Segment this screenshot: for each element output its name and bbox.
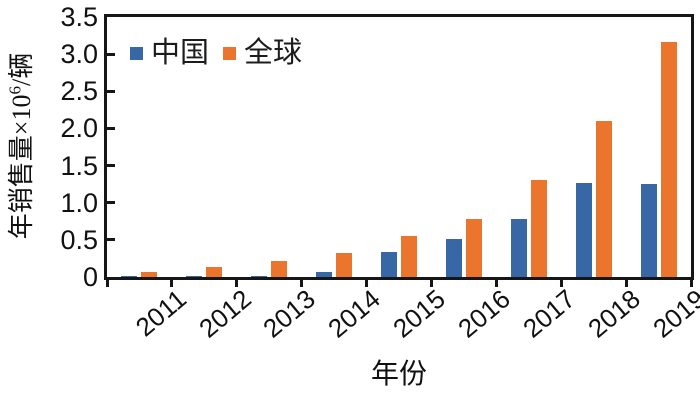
plot-area: 中国 全球 <box>104 14 694 280</box>
legend-swatch-global <box>223 47 237 60</box>
y-axis-title-prefix: 年销售量×10 <box>7 94 36 240</box>
x-tick-mark <box>365 280 369 287</box>
y-tick-label-3.5: 3.5 <box>60 2 98 32</box>
x-tick-label-2015: 2015 <box>387 283 451 344</box>
x-tick-mark <box>300 280 304 287</box>
y-tick-label-3.0: 3.0 <box>60 39 98 70</box>
x-tick-label-2012: 2012 <box>192 283 257 344</box>
x-tick-label-2019: 2019 <box>646 283 700 344</box>
bar-china-2018 <box>575 183 592 277</box>
bar-global-2015 <box>401 236 417 277</box>
y-tick-label-1.0: 1.0 <box>60 187 98 218</box>
x-axis-title: 年份 <box>370 359 427 390</box>
y-tick-label-1.5: 1.5 <box>60 150 98 181</box>
x-tick-label-2011: 2011 <box>129 283 192 343</box>
y-tick-label-2.0: 2.0 <box>60 113 98 144</box>
x-tick-mark <box>235 280 239 287</box>
x-tick-mark <box>429 280 433 287</box>
bar-china-2015 <box>381 252 397 277</box>
legend: 中国 全球 <box>130 39 302 68</box>
x-tick-mark <box>170 280 174 287</box>
x-tick-mark <box>105 280 109 287</box>
y-tick-mark <box>107 164 115 168</box>
y-tick-label-0.5: 0.5 <box>60 224 98 255</box>
legend-label-china: 中国 <box>151 37 210 69</box>
x-tick-label-2017: 2017 <box>517 283 581 344</box>
y-tick-mark <box>107 201 115 205</box>
bar-global-2014 <box>336 253 353 277</box>
y-axis-title: 年销售量×106/辆 <box>5 6 37 286</box>
bar-china-2016 <box>445 239 462 277</box>
bar-china-2011 <box>121 276 138 277</box>
x-tick-label-2016: 2016 <box>452 283 516 344</box>
y-axis-title-superscript: 6 <box>5 86 25 95</box>
y-tick-label-2.5: 2.5 <box>60 76 98 107</box>
bar-global-2017 <box>530 180 547 277</box>
x-tick-mark <box>494 280 498 287</box>
y-tick-label-0: 0 <box>82 262 98 292</box>
x-tick-label-2018: 2018 <box>582 283 646 344</box>
x-tick-label-2014: 2014 <box>322 283 387 344</box>
bar-china-2014 <box>316 272 333 277</box>
bar-global-2016 <box>465 219 482 277</box>
x-tick-mark <box>559 280 563 287</box>
bar-china-2019 <box>640 184 657 277</box>
x-tick-label-2013: 2013 <box>257 283 322 344</box>
bar-global-2013 <box>271 261 288 277</box>
x-tick-mark <box>624 280 628 287</box>
bar-global-2019 <box>660 42 677 277</box>
bar-china-2013 <box>251 276 268 277</box>
bar-global-2011 <box>141 272 158 277</box>
y-tick-mark <box>107 52 115 56</box>
y-tick-mark <box>107 238 115 242</box>
legend-label-global: 全球 <box>244 37 303 69</box>
bar-global-2018 <box>595 121 612 277</box>
y-tick-mark <box>107 126 115 130</box>
bar-china-2017 <box>510 219 527 277</box>
y-axis-title-suffix: /辆 <box>7 52 36 87</box>
legend-swatch-china <box>130 47 143 60</box>
y-tick-mark <box>107 89 115 93</box>
bar-china-2012 <box>186 276 203 277</box>
bar-global-2012 <box>206 267 223 277</box>
x-tick-mark <box>689 280 693 287</box>
